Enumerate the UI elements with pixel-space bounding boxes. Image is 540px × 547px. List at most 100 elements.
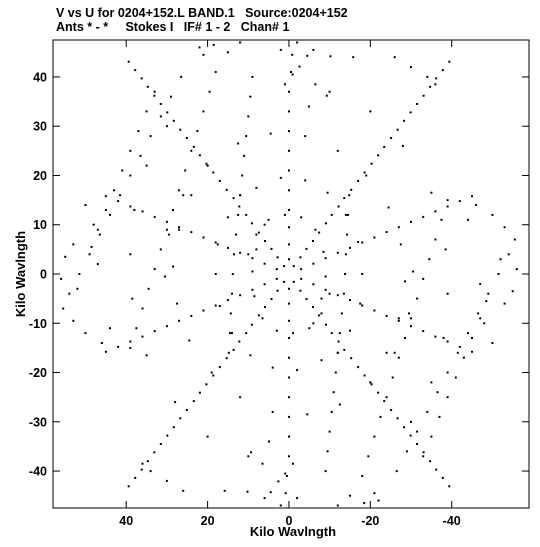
uv-point [292,265,295,268]
uv-point [340,312,343,315]
uv-point [140,77,143,80]
uv-point [270,298,273,301]
uv-point [347,213,349,216]
uv-point [393,351,396,354]
uv-point [312,262,315,265]
uv-point [250,222,253,225]
uv-point [153,90,156,93]
plot-frame [52,39,530,509]
uv-point [429,85,432,88]
uv-point [218,366,221,369]
uv-point [292,332,294,335]
uv-point [165,325,168,328]
uv-point [62,307,65,310]
uv-point [361,475,364,477]
uv-point [330,410,333,413]
uv-point [312,48,315,51]
uv-point [212,43,215,46]
uv-point [458,345,461,348]
uv-point [239,251,242,254]
y-tick-label: -40 [29,465,47,479]
uv-point [255,186,258,189]
uv-point [390,137,393,139]
uv-point [448,60,451,63]
uv-point [182,194,185,197]
uv-point [257,231,260,234]
uv-point [320,312,323,315]
uv-point [153,330,156,333]
uv-point [179,417,182,420]
uv-point [446,205,449,208]
uv-point [214,71,217,73]
uv-point [377,154,380,157]
uv-point [109,213,111,216]
uv-point [308,327,311,330]
uv-point [285,475,288,477]
uv-point [277,480,280,483]
uv-point [145,110,148,113]
uv-point [134,476,137,479]
uv-point [264,306,266,308]
uv-point [284,492,287,495]
uv-point [405,450,408,453]
uv-point [329,55,332,58]
uv-point [172,209,174,211]
x-tick-label: 20 [201,514,215,528]
uv-point [326,191,329,194]
uv-point [410,66,412,69]
uv-point [467,332,469,335]
uv-point [485,300,488,303]
uv-point [479,282,482,285]
uv-point [257,314,260,317]
uv-point [365,174,368,177]
uv-point [239,396,242,399]
uv-point [247,455,250,458]
uv-point [231,273,234,275]
uv-point [497,273,500,275]
uv-point [422,451,425,454]
uv-point [131,297,134,300]
plot-title-line-2: Ants * - * Stokes I IF# 1 - 2 Chan# 1 [56,20,290,34]
uv-point [370,383,373,386]
uv-point [454,376,457,379]
uv-point [129,174,132,177]
uv-point [166,111,169,114]
uv-point [178,226,181,229]
uv-point [288,169,290,172]
uv-point [441,69,444,72]
uv-point [314,83,317,86]
uv-point [176,302,179,305]
uv-point [471,350,473,353]
uv-point [279,48,282,51]
uv-point [367,455,370,458]
uv-point [202,110,205,113]
uv-point [349,329,351,332]
uv-point [190,149,193,152]
uv-point [216,243,219,246]
uv-point [218,305,221,307]
uv-point [121,169,124,172]
uv-point [226,216,229,219]
uv-point [153,94,156,97]
uv-point [174,401,177,404]
uv-point [250,451,253,454]
uv-point [344,213,347,216]
uv-point [241,174,244,177]
uv-point [325,94,328,97]
uv-point [296,497,299,500]
uv-point [312,240,314,242]
uv-point [306,413,309,416]
uv-point [385,351,388,354]
uv-point [159,443,162,445]
uv-point [291,73,294,76]
uv-point [320,297,323,300]
y-tick-label: -30 [29,415,47,429]
uv-point [178,319,181,322]
uv-point [223,489,226,492]
uv-point [229,332,231,335]
uv-point [159,103,162,105]
uv-point [357,179,360,182]
uv-point [251,257,254,260]
y-tick-label: 30 [33,120,47,134]
uv-point [391,376,394,379]
